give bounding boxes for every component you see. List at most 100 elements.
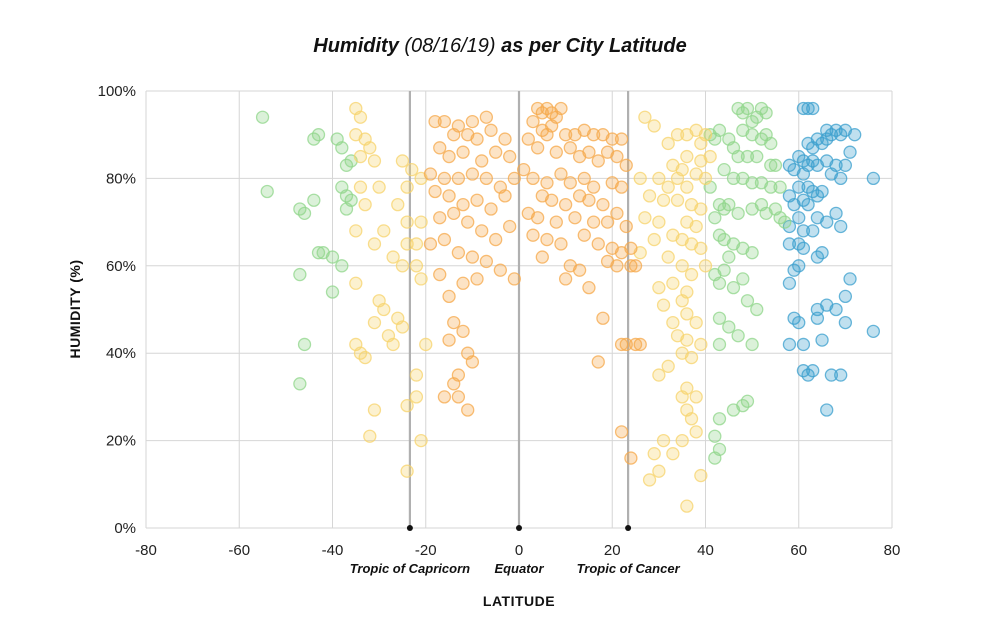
scatter-point [465,250,480,264]
scatter-point [689,425,703,439]
scatter-point [461,215,475,229]
scatter-point [437,171,452,186]
scatter-point [414,433,428,448]
scatter-point [465,167,480,181]
scatter-point [614,425,629,439]
reference-line-label: Tropic of Cancer [577,561,681,576]
scatter-point [307,193,321,207]
scatter-point [843,272,857,286]
scatter-point [456,324,470,339]
reference-marker [516,525,522,531]
scatter-point [311,246,326,260]
scatter-point [517,163,531,177]
scatter-point [400,180,414,194]
scatter-point [740,101,755,116]
scatter-point [447,128,461,142]
scatter-point [577,171,591,186]
scatter-point [806,364,820,378]
scatter-point [335,259,349,273]
y-tick-label: 20% [106,433,136,450]
scatter-point [717,163,731,177]
scatter-point [554,167,568,181]
scatter-point [838,289,853,304]
scatter-point [792,211,806,225]
scatter-point [806,101,820,116]
scatter-point [796,167,811,181]
reference-line-label: Equator [494,561,544,576]
scatter-point [824,368,839,382]
scatter-point [787,197,801,212]
scatter-point [708,211,722,225]
scatter-point [628,259,643,273]
scatter-point [498,132,512,146]
scatter-point [656,433,671,448]
scatter-point [586,180,601,194]
scatter-point [447,377,461,391]
scatter-point [353,110,368,124]
scatter-point [843,145,857,159]
scatter-point [750,149,764,164]
scatter-point [563,141,577,155]
scatter-point [796,101,811,116]
scatter-point [433,141,447,155]
x-tick-label: -80 [135,542,157,559]
scatter-point [600,215,615,229]
x-tick-label: 0 [515,542,523,559]
scatter-point [680,307,694,321]
scatter-point [703,149,717,164]
scatter-point [675,259,689,273]
scatter-point [782,337,797,352]
scatter-point [358,350,372,365]
scatter-point [367,403,382,417]
scatter-point [834,171,848,186]
tick-labels: -80 -60 -40 -20 0 20 40 60 80 0% 20% 40% 60% 80% 100% [98,83,901,559]
scatter-point [484,123,498,137]
scatter-point [614,180,629,194]
scatter-point [689,219,703,234]
scatter-point [670,128,685,142]
x-tick-label: 60 [790,542,807,559]
scatter-point [792,315,806,330]
scatter-point [297,337,312,352]
scatter-point [666,315,680,330]
scatter-point [367,154,382,168]
scatter-point [610,206,624,221]
scatter-point [764,180,778,194]
scatter-point [400,464,414,478]
scatter-point [596,197,610,212]
scatter-point [652,280,666,295]
scatter-point [558,128,573,142]
scatter-point [694,136,708,151]
scatter-point [614,132,629,146]
scatter-point [489,145,503,159]
scatter-point [461,403,475,417]
scatter-point [591,355,605,369]
scatter-point [409,237,424,251]
scatter-point [531,141,545,155]
scatter-point [694,337,708,352]
scatter-point [801,101,815,116]
scatter-point [624,259,638,273]
scatter-point [712,123,727,137]
chart-title-main: Humidity [313,35,399,57]
scatter-point [670,193,685,207]
scatter-point [572,263,587,277]
scatter-point [568,211,582,225]
scatter-point [377,224,391,238]
scatter-point [740,149,755,164]
scatter-point [484,202,498,216]
scatter-point [694,202,708,216]
scatter-point [661,250,675,264]
scatter-point [661,136,675,151]
scatter-point [694,468,708,483]
scatter-point [638,110,652,124]
scatter-point [712,311,727,325]
scatter-point [820,403,834,417]
scatter-point [708,451,722,465]
scatter-point [731,329,745,343]
scatter-point [386,250,400,264]
scatter-point [293,267,307,282]
scatter-point [451,171,466,186]
scatter-point [521,132,535,146]
scatter-point [647,119,661,133]
